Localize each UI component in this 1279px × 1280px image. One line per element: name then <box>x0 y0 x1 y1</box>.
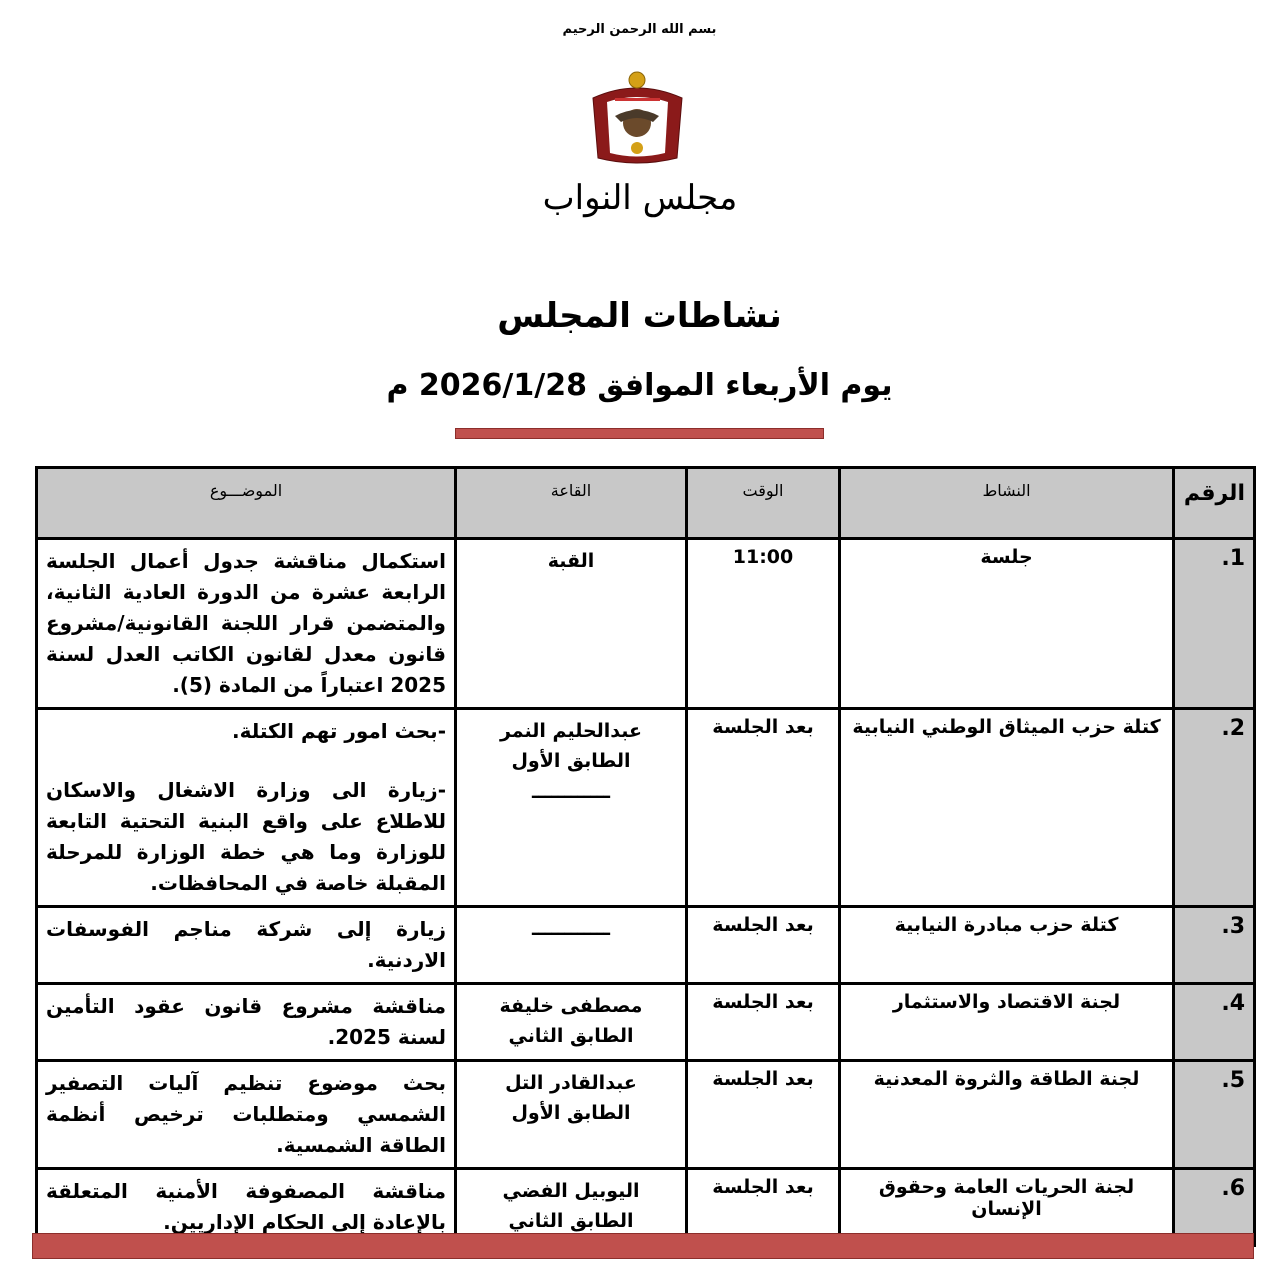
header-number: الرقم <box>1172 466 1256 540</box>
row-time: بعد الجلسة <box>685 982 841 1062</box>
hall-line: الطابق الأول <box>511 750 631 773</box>
hall-line: الطابق الأول <box>511 1102 631 1125</box>
row-number: 2. <box>1172 707 1256 908</box>
header-subject: الموضـــوع <box>35 466 457 540</box>
row-number: 1. <box>1172 537 1256 710</box>
row-activity: كتلة حزب الميثاق الوطني النيابية <box>838 707 1175 908</box>
subject-paragraph: -زيارة الى وزارة الاشغال والاسكان للاطلا… <box>46 778 446 895</box>
row-hall: مصطفى خليفة الطابق الثاني <box>454 982 688 1062</box>
page-title: نشاطات المجلس <box>497 296 782 336</box>
hall-line: القبة <box>547 550 595 572</box>
row-subject: -بحث امور تهم الكتلة. -زيارة الى وزارة ال… <box>35 707 457 908</box>
row-subject: زيارة إلى شركة مناجم الفوسفات الاردنية. <box>35 905 457 985</box>
table-row: 1. جلسة 11:00 القبة استكمال مناقشة جدول أعما… <box>35 537 1256 710</box>
row-time: بعد الجلسة <box>685 905 841 985</box>
footer-bar <box>32 1233 1254 1259</box>
subject-paragraph: استكمال مناقشة جدول أعمال الجلسة الرابعة… <box>46 549 446 697</box>
row-number: 3. <box>1172 905 1256 985</box>
subject-paragraph: مناقشة المصفوفة الأمنية المتعلقة بالإعاد… <box>46 1179 446 1234</box>
row-activity: جلسة <box>838 537 1175 710</box>
header-time: الوقت <box>685 466 841 540</box>
subject-paragraph: مناقشة مشروع قانون عقود التأمين لسنة 202… <box>46 994 446 1049</box>
header-activity: النشاط <box>838 466 1175 540</box>
parliament-logo-text: مجلس النواب <box>542 178 738 218</box>
row-subject: استكمال مناقشة جدول أعمال الجلسة الرابعة… <box>35 537 457 710</box>
date-line: يوم الأربعاء الموافق 2026/1/28 م <box>386 368 893 403</box>
hall-line: ــــــــــــ <box>532 918 610 940</box>
hall-line: مصطفى خليفة <box>499 995 643 1017</box>
table-row: 2. كتلة حزب الميثاق الوطني النيابية بعد ال… <box>35 707 1256 908</box>
hall-line: اليوبيل الفضي <box>502 1180 640 1202</box>
title-underline-bar <box>455 428 824 439</box>
header-hall: القاعة <box>454 466 688 540</box>
hall-line: عبدالحليم النمر <box>499 720 643 742</box>
hall-line: ــــــــــــ <box>532 780 610 803</box>
table-row: 3. كتلة حزب مبادرة النيابية بعد الجلسة ــــ… <box>35 905 1256 985</box>
subject-paragraph: زيارة إلى شركة مناجم الفوسفات الاردنية. <box>46 917 446 972</box>
subject-paragraph: -بحث امور تهم الكتلة. <box>231 719 446 743</box>
row-hall: عبدالحليم النمر الطابق الأول ــــــــــــ <box>454 707 688 908</box>
table-row: 4. لجنة الاقتصاد والاستثمار بعد الجلسة مصطف… <box>35 982 1256 1062</box>
row-number: 4. <box>1172 982 1256 1062</box>
row-activity: لجنة الاقتصاد والاستثمار <box>838 982 1175 1062</box>
coat-of-arms-emblem <box>592 71 683 164</box>
row-activity: كتلة حزب مبادرة النيابية <box>838 905 1175 985</box>
basmala: بسم الله الرحمن الرحيم <box>562 22 717 37</box>
row-hall: عبدالقادر التل الطابق الأول <box>454 1059 688 1170</box>
hall-line: الطابق الثاني <box>508 1210 634 1233</box>
row-time: 11:00 <box>685 537 841 710</box>
row-activity: لجنة الطاقة والثروة المعدنية <box>838 1059 1175 1170</box>
row-hall: ــــــــــــ <box>454 905 688 985</box>
row-time: بعد الجلسة <box>685 1059 841 1170</box>
row-subject: بحث موضوع تنظيم آليات التصفير الشمسي ومت… <box>35 1059 457 1170</box>
activities-table: الرقم النشاط الوقت القاعة الموضـــوع 1. ج… <box>35 466 1256 1247</box>
row-number: 5. <box>1172 1059 1256 1170</box>
table-row: 5. لجنة الطاقة والثروة المعدنية بعد الجلسة… <box>35 1059 1256 1170</box>
row-subject: مناقشة مشروع قانون عقود التأمين لسنة 202… <box>35 982 457 1062</box>
subject-paragraph: بحث موضوع تنظيم آليات التصفير الشمسي ومت… <box>46 1071 446 1157</box>
row-hall: القبة <box>454 537 688 710</box>
table-header-row: الرقم النشاط الوقت القاعة الموضـــوع <box>35 466 1256 540</box>
row-time: بعد الجلسة <box>685 707 841 908</box>
hall-line: عبدالقادر التل <box>505 1072 637 1094</box>
hall-line: الطابق الثاني <box>508 1025 634 1048</box>
